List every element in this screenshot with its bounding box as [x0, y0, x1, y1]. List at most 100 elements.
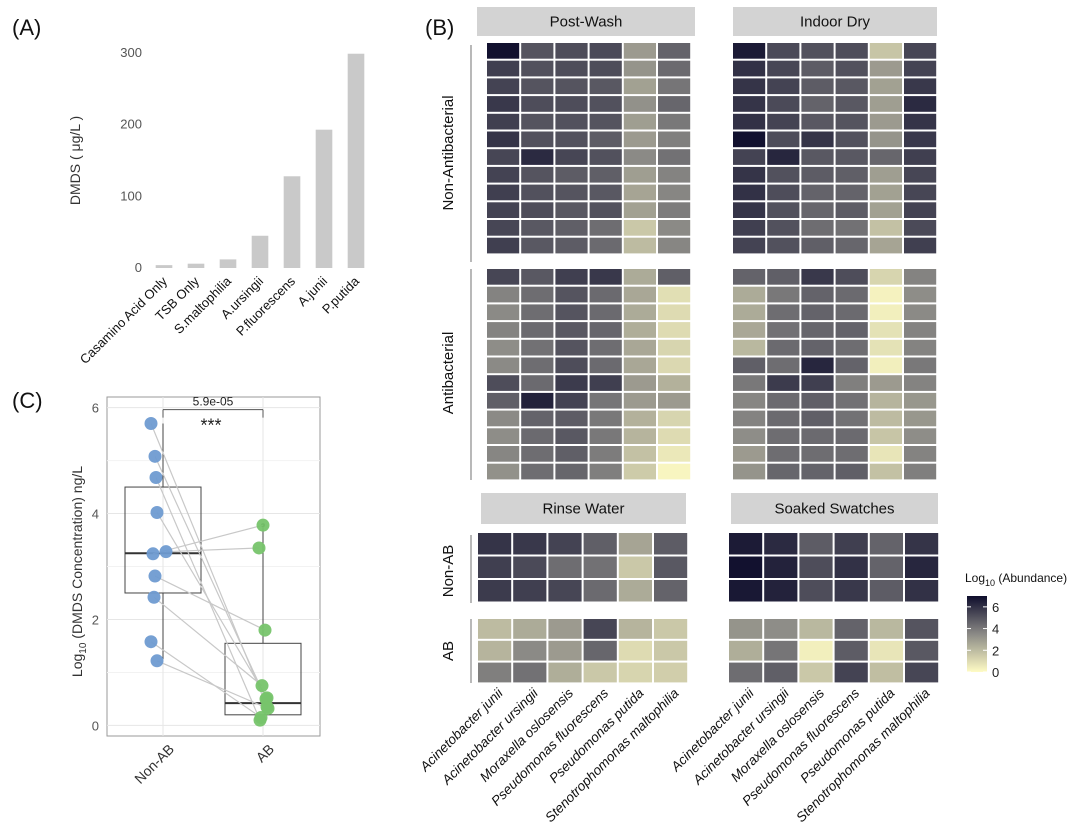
heat-cell: [513, 580, 547, 602]
heat-cell: [623, 60, 656, 77]
heat-cell: [618, 619, 652, 639]
heat-cell: [658, 113, 691, 130]
heat-cell: [904, 392, 937, 409]
heat-cell: [799, 533, 833, 555]
heat-cell: [658, 149, 691, 165]
strip-bottom-0-label: Rinse Water: [543, 501, 625, 518]
heat-cell: [904, 237, 937, 254]
heat-cell: [487, 446, 520, 462]
heat-cell: [623, 286, 656, 303]
point-ab: [252, 541, 266, 555]
heat-cell: [869, 410, 902, 427]
facet-soaked-ab: [729, 619, 939, 683]
heat-cell: [658, 60, 691, 77]
heat-cell: [623, 463, 656, 480]
bar-s-maltophilia: [219, 259, 237, 268]
heat-cell: [623, 166, 656, 183]
heat-cell: [733, 286, 766, 303]
heat-cell: [487, 202, 520, 218]
heat-cell: [589, 131, 622, 148]
heat-cell: [904, 43, 937, 59]
heat-cell: [555, 286, 588, 303]
y-axis-title-sub: 10: [78, 642, 89, 654]
legend-tick-label: 2: [992, 643, 999, 658]
panel-label-c: (C): [12, 388, 43, 413]
heat-cell: [801, 149, 834, 165]
heat-cell: [623, 220, 656, 236]
heat-cell: [801, 322, 834, 338]
heat-cell: [521, 113, 554, 130]
heat-cell: [589, 78, 622, 95]
heat-cell: [767, 410, 800, 427]
heat-cell: [904, 446, 937, 462]
heat-cell: [589, 304, 622, 321]
heat-cell: [555, 149, 588, 165]
heat-cell: [869, 428, 902, 444]
significance-stars: ***: [200, 416, 221, 436]
heat-cell: [521, 60, 554, 77]
heat-cell: [521, 237, 554, 254]
point-ab: [260, 691, 274, 705]
heat-cell: [487, 237, 520, 254]
point-non-ab: [144, 635, 158, 649]
bar-casamino-acid-only: [155, 265, 173, 268]
heat-cell: [835, 286, 868, 303]
heat-cell: [589, 184, 622, 201]
heat-cell: [904, 339, 937, 356]
heat-cell: [589, 428, 622, 444]
heat-cell: [583, 619, 617, 639]
heat-cell: [658, 184, 691, 201]
heat-cell: [618, 580, 652, 602]
heat-cell: [835, 60, 868, 77]
heat-cell: [835, 304, 868, 321]
heat-cell: [801, 113, 834, 130]
heat-cell: [548, 533, 582, 555]
heat-cell: [801, 202, 834, 218]
heat-cell: [623, 322, 656, 338]
heat-cell: [555, 428, 588, 444]
heat-cell: [521, 304, 554, 321]
heat-cell: [478, 619, 512, 639]
heat-cell: [521, 43, 554, 59]
row-strip-bottom-1-label: AB: [440, 641, 457, 661]
heat-cell: [904, 375, 937, 391]
heat-cell: [767, 237, 800, 254]
heat-cell: [555, 269, 588, 285]
heat-cell: [767, 184, 800, 201]
y-tick-label: 100: [120, 188, 142, 203]
heat-cell: [801, 339, 834, 356]
heat-cell: [589, 392, 622, 409]
heat-cell: [487, 43, 520, 59]
heat-cell: [478, 533, 512, 555]
heat-cell: [834, 533, 868, 555]
heat-cell: [521, 357, 554, 374]
bar-tsb-only: [187, 263, 205, 268]
heat-cell: [904, 463, 937, 480]
heat-cell: [801, 166, 834, 183]
heat-cell: [799, 662, 833, 683]
heat-cell: [835, 43, 868, 59]
heat-cell: [555, 322, 588, 338]
pair-line: [165, 547, 260, 553]
heat-cell: [801, 357, 834, 374]
heat-cell: [623, 131, 656, 148]
heat-cell: [487, 286, 520, 303]
heat-cell: [767, 446, 800, 462]
point-non-ab: [147, 590, 161, 604]
heat-cell: [548, 640, 582, 661]
heat-cell: [904, 428, 937, 444]
heat-cell: [548, 556, 582, 578]
point-non-ab: [150, 505, 164, 519]
heat-cell: [801, 410, 834, 427]
heat-cell: [834, 580, 868, 602]
row-strip-top-0-label: Non-Antibacterial: [440, 95, 457, 210]
heat-cell: [623, 237, 656, 254]
heat-cell: [801, 428, 834, 444]
legend-title-prefix: Log: [965, 571, 985, 585]
strip-top-1-label: Indoor Dry: [800, 14, 871, 31]
heat-cell: [733, 322, 766, 338]
heat-cell: [869, 640, 903, 661]
heat-cell: [487, 220, 520, 236]
heat-cell: [487, 410, 520, 427]
heat-cell: [869, 237, 902, 254]
